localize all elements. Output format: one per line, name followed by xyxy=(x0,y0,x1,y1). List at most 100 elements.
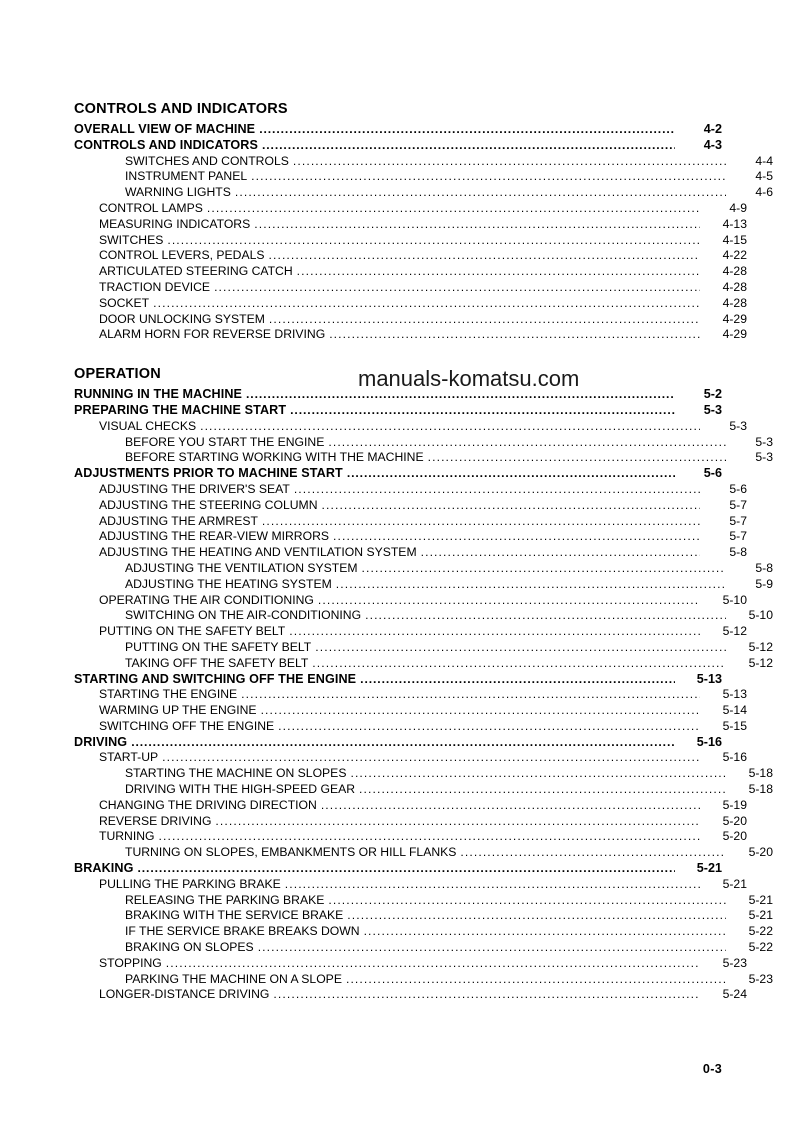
toc-entry[interactable]: BEFORE YOU START THE ENGINE 5-3 xyxy=(74,435,773,451)
toc-entry-page-number: 5-3 xyxy=(703,402,722,417)
toc-entry-page-number: 5-20 xyxy=(748,845,773,860)
toc-entry-page-number: 5-2 xyxy=(703,387,722,402)
toc-entry[interactable]: ALARM HORN FOR REVERSE DRIVING 4-29 xyxy=(74,327,747,343)
toc-entry[interactable]: SWITCHING ON THE AIR-CONDITIONING 5-10 xyxy=(74,608,773,624)
toc-entry[interactable]: WARNING LIGHTS 4-6 xyxy=(74,185,773,201)
toc-entry[interactable]: SWITCHES AND CONTROLS 4-4 xyxy=(74,154,773,170)
toc-entry[interactable]: CONTROL LEVERS, PEDALS 4-22 xyxy=(74,248,747,264)
toc-entry-page-number: 4-9 xyxy=(729,200,747,215)
toc-leader-dots xyxy=(421,545,700,557)
toc-entry[interactable]: CONTROLS AND INDICATORS 4-3 xyxy=(74,138,722,154)
toc-entry[interactable]: ADJUSTING THE REAR-VIEW MIRRORS 5-7 xyxy=(74,529,747,545)
toc-leader-dots xyxy=(360,672,675,684)
toc-entry[interactable]: RELEASING THE PARKING BRAKE 5-21 xyxy=(74,893,773,909)
toc-entry-page-number: 5-23 xyxy=(722,955,747,970)
toc-entry-label: TURNING ON SLOPES, EMBANKMENTS OR HILL F… xyxy=(125,845,457,860)
toc-leader-dots xyxy=(137,861,675,873)
toc-entry[interactable]: PARKING THE MACHINE ON A SLOPE 5-23 xyxy=(74,972,773,988)
toc-entry[interactable]: MEASURING INDICATORS 4-13 xyxy=(74,217,747,233)
toc-entry[interactable]: SOCKET 4-28 xyxy=(74,296,747,312)
toc-entry-page-number: 5-3 xyxy=(755,434,773,449)
toc-entry[interactable]: DRIVING WITH THE HIGH-SPEED GEAR 5-18 xyxy=(74,782,773,798)
toc-leader-dots xyxy=(364,924,726,936)
toc-leader-dots xyxy=(207,201,700,213)
toc-entry[interactable]: OVERALL VIEW OF MACHINE 4-2 xyxy=(74,122,722,138)
toc-leader-dots xyxy=(329,327,700,339)
toc-entry[interactable]: IF THE SERVICE BRAKE BREAKS DOWN 5-22 xyxy=(74,924,773,940)
toc-entry[interactable]: START-UP 5-16 xyxy=(74,750,747,766)
toc-entry-label: BEFORE YOU START THE ENGINE xyxy=(125,434,325,449)
toc-leader-dots xyxy=(153,296,700,308)
toc-leader-dots xyxy=(315,640,726,652)
toc-leader-dots xyxy=(166,956,700,968)
toc-entry[interactable]: BRAKING ON SLOPES 5-22 xyxy=(74,940,773,956)
toc-entry[interactable]: STARTING AND SWITCHING OFF THE ENGINE 5-1… xyxy=(74,672,722,688)
toc-entry[interactable]: DRIVING 5-16 xyxy=(74,735,722,751)
toc-leader-dots xyxy=(322,498,701,510)
toc-leader-dots xyxy=(251,169,726,181)
toc-entry-label: DOOR UNLOCKING SYSTEM xyxy=(99,311,265,326)
toc-entry-label: TURNING xyxy=(99,829,155,844)
toc-entry-label: STARTING THE MACHINE ON SLOPES xyxy=(125,766,347,781)
toc-entry[interactable]: SWITCHING OFF THE ENGINE 5-15 xyxy=(74,719,747,735)
toc-entry[interactable]: INSTRUMENT PANEL 4-5 xyxy=(74,169,773,185)
toc-entry[interactable]: LONGER-DISTANCE DRIVING 5-24 xyxy=(74,987,747,1003)
toc-entry[interactable]: STARTING THE MACHINE ON SLOPES 5-18 xyxy=(74,766,773,782)
toc-entry[interactable]: BEFORE STARTING WORKING WITH THE MACHINE… xyxy=(74,450,773,466)
toc-entry-page-number: 5-10 xyxy=(722,592,747,607)
toc-entry[interactable]: ADJUSTING THE DRIVER'S SEAT 5-6 xyxy=(74,482,747,498)
toc-entry-page-number: 5-9 xyxy=(755,576,773,591)
toc-entry-label: SOCKET xyxy=(99,295,150,310)
toc-entry-page-number: 4-28 xyxy=(722,279,747,294)
toc-entry-label: DRIVING WITH THE HIGH-SPEED GEAR xyxy=(125,782,356,797)
toc-leader-dots xyxy=(261,703,700,715)
toc-entry-label: PREPARING THE MACHINE START xyxy=(74,402,287,417)
toc-entry[interactable]: ADJUSTING THE VENTILATION SYSTEM 5-8 xyxy=(74,561,773,577)
toc-entry[interactable]: ADJUSTMENTS PRIOR TO MACHINE START 5-6 xyxy=(74,466,722,482)
toc-leader-dots xyxy=(285,877,700,889)
toc-entry[interactable]: RUNNING IN THE MACHINE 5-2 xyxy=(74,387,722,403)
toc-entry[interactable]: ADJUSTING THE STEERING COLUMN 5-7 xyxy=(74,498,747,514)
toc-entry[interactable]: PULLING THE PARKING BRAKE 5-21 xyxy=(74,877,747,893)
toc-leader-dots xyxy=(259,122,675,134)
toc-leader-dots xyxy=(328,893,726,905)
toc-entry-label: STARTING THE ENGINE xyxy=(99,687,238,702)
toc-entry[interactable]: STOPPING 5-23 xyxy=(74,956,747,972)
toc-leader-dots xyxy=(200,419,700,431)
toc-entry-label: PUTTING ON THE SAFETY BELT xyxy=(99,624,286,639)
toc-entry[interactable]: WARMING UP THE ENGINE 5-14 xyxy=(74,703,747,719)
toc-entry-label: ARTICULATED STEERING CATCH xyxy=(99,264,293,279)
toc-entry[interactable]: ARTICULATED STEERING CATCH 4-28 xyxy=(74,264,747,280)
toc-entry[interactable]: TRACTION DEVICE 4-28 xyxy=(74,280,747,296)
toc-leader-dots xyxy=(269,312,700,324)
toc-entry-label: RELEASING THE PARKING BRAKE xyxy=(125,892,325,907)
toc-entry-page-number: 4-29 xyxy=(722,327,747,342)
toc-entry[interactable]: REVERSE DRIVING 5-20 xyxy=(74,814,747,830)
toc-entry[interactable]: CONTROL LAMPS 4-9 xyxy=(74,201,747,217)
toc-entry-page-number: 4-4 xyxy=(755,153,773,168)
toc-entry[interactable]: ADJUSTING THE ARMREST 5-7 xyxy=(74,514,747,530)
toc-entry[interactable]: CHANGING THE DRIVING DIRECTION 5-19 xyxy=(74,798,747,814)
toc-entry[interactable]: SWITCHES 4-15 xyxy=(74,233,747,249)
toc-entry[interactable]: DOOR UNLOCKING SYSTEM 4-29 xyxy=(74,312,747,328)
toc-entry[interactable]: ADJUSTING THE HEATING AND VENTILATION SY… xyxy=(74,545,747,561)
toc-entry[interactable]: TURNING ON SLOPES, EMBANKMENTS OR HILL F… xyxy=(74,845,773,861)
toc-entry-page-number: 5-21 xyxy=(748,908,773,923)
toc-entry[interactable]: TAKING OFF THE SAFETY BELT 5-12 xyxy=(74,656,773,672)
toc-entry[interactable]: OPERATING THE AIR CONDITIONING 5-10 xyxy=(74,593,747,609)
toc-entry[interactable]: VISUAL CHECKS 5-3 xyxy=(74,419,747,435)
toc-entry-label: OVERALL VIEW OF MACHINE xyxy=(74,122,256,136)
toc-leader-dots xyxy=(273,987,700,999)
toc-entry-label: ADJUSTING THE ARMREST xyxy=(99,513,258,528)
toc-entry-label: SWITCHING OFF THE ENGINE xyxy=(99,718,275,733)
toc-entry[interactable]: PUTTING ON THE SAFETY BELT 5-12 xyxy=(74,640,773,656)
toc-entry[interactable]: STARTING THE ENGINE 5-13 xyxy=(74,687,747,703)
toc-entry[interactable]: PREPARING THE MACHINE START 5-3 xyxy=(74,403,722,419)
toc-entry[interactable]: BRAKING WITH THE SERVICE BRAKE 5-21 xyxy=(74,908,773,924)
toc-entry[interactable]: TURNING 5-20 xyxy=(74,829,747,845)
toc-entry[interactable]: PUTTING ON THE SAFETY BELT 5-12 xyxy=(74,624,747,640)
toc-entry[interactable]: BRAKING 5-21 xyxy=(74,861,722,877)
toc-entry-label: LONGER-DISTANCE DRIVING xyxy=(99,987,270,1002)
toc-entry[interactable]: ADJUSTING THE HEATING SYSTEM 5-9 xyxy=(74,577,773,593)
